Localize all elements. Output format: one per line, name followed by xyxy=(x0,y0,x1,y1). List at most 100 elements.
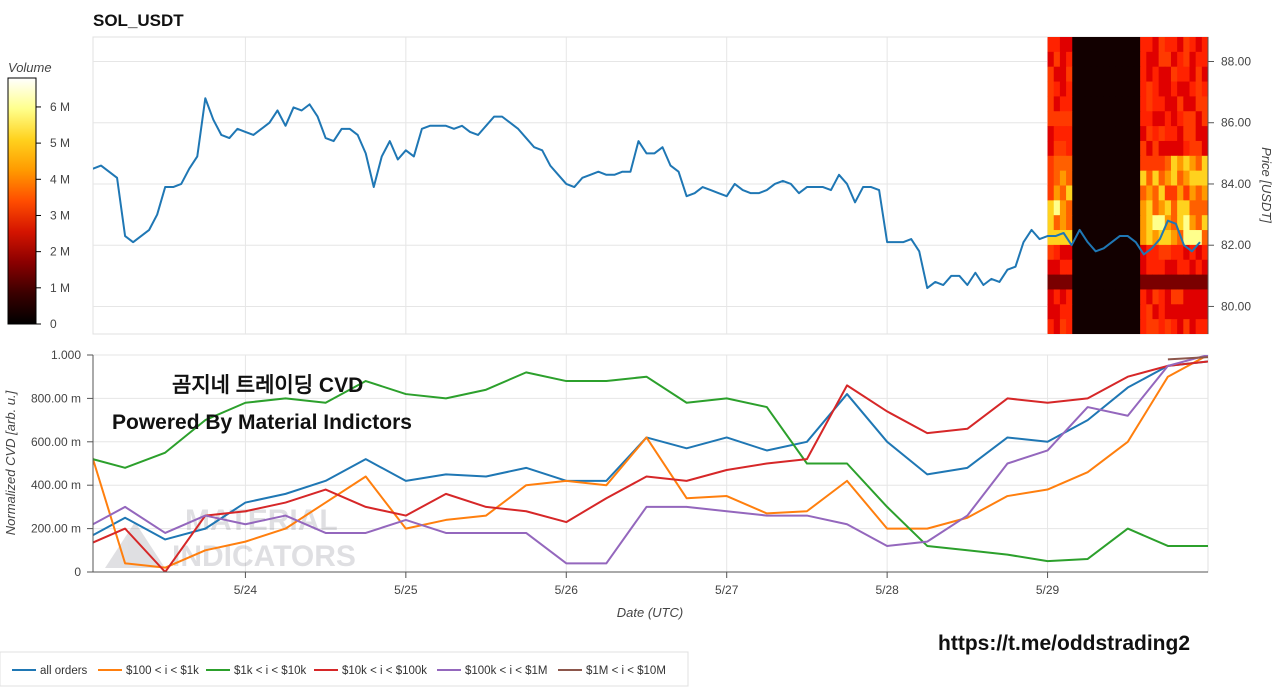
heatmap-cell xyxy=(1121,81,1129,97)
heatmap-cell xyxy=(1090,111,1098,127)
heatmap-cell xyxy=(1133,81,1141,97)
heatmap-cell xyxy=(1053,304,1061,320)
heatmap-cell xyxy=(1059,319,1067,334)
heatmap-cell xyxy=(1047,304,1055,320)
legend-item[interactable]: $10k < i < $100k xyxy=(314,665,427,677)
heatmap-cell xyxy=(1109,37,1116,53)
heatmap-cell xyxy=(1183,319,1190,334)
heatmap-cell xyxy=(1170,289,1178,305)
heatmap-cell xyxy=(1201,37,1208,53)
heatmap-cell xyxy=(1201,111,1208,127)
heatmap-cell xyxy=(1177,170,1184,186)
x-tick-label: 5/28 xyxy=(875,583,899,597)
heatmap-cell xyxy=(1146,111,1153,127)
heatmap-cell xyxy=(1096,66,1104,83)
heatmap-cell xyxy=(1170,304,1178,320)
colorbar-tick-label: 5 M xyxy=(50,136,70,150)
heatmap-cell xyxy=(1189,96,1197,112)
heatmap-cell xyxy=(1164,126,1172,142)
heatmap-cell xyxy=(1201,274,1208,290)
heatmap-cell xyxy=(1140,185,1147,201)
heatmap-cell xyxy=(1189,274,1197,290)
heatmap-cell xyxy=(1121,274,1129,290)
heatmap-cell xyxy=(1201,81,1208,97)
heatmap-cell xyxy=(1152,200,1160,216)
heatmap-cell xyxy=(1158,111,1166,127)
heatmap-cell xyxy=(1109,126,1116,142)
heatmap-cell xyxy=(1170,37,1178,53)
heatmap-cell xyxy=(1183,215,1190,231)
heatmap-cell xyxy=(1103,244,1110,261)
heatmap-cell xyxy=(1047,81,1055,97)
legend-item[interactable]: all orders xyxy=(12,665,88,677)
heatmap-cell xyxy=(1078,126,1086,142)
heatmap-cell xyxy=(1072,185,1079,201)
heatmap-cell xyxy=(1115,185,1123,201)
heatmap-cell xyxy=(1103,200,1110,216)
heatmap-cell xyxy=(1090,155,1098,172)
heatmap-cell xyxy=(1183,304,1190,320)
heatmap-cell xyxy=(1096,274,1104,290)
heatmap-cell xyxy=(1164,215,1172,231)
heatmap-cell xyxy=(1059,170,1067,186)
heatmap-cell xyxy=(1164,51,1172,68)
legend-item[interactable]: $100 < i < $1k xyxy=(98,665,199,677)
heatmap-cell xyxy=(1133,37,1141,53)
heatmap-cell xyxy=(1115,244,1123,261)
heatmap-cell xyxy=(1078,274,1086,290)
cvd-tick-label: 200.00 m xyxy=(31,522,81,536)
legend-label: $100 < i < $1k xyxy=(126,665,199,677)
heatmap-cell xyxy=(1109,170,1116,186)
heatmap-cell xyxy=(1090,244,1098,261)
heatmap-cell xyxy=(1183,185,1190,201)
heatmap-cell xyxy=(1164,244,1172,261)
colorbar-tick-label: 4 M xyxy=(50,172,70,186)
heatmap-cell xyxy=(1090,289,1098,305)
heatmap-cell xyxy=(1053,289,1061,305)
heatmap-cell xyxy=(1133,289,1141,305)
heatmap-cell xyxy=(1152,319,1160,334)
heatmap-cell xyxy=(1096,155,1104,172)
heatmap-cell xyxy=(1084,126,1092,142)
heatmap-cell xyxy=(1078,230,1086,246)
heatmap-cell xyxy=(1047,140,1055,157)
heatmap-cell xyxy=(1189,304,1197,320)
legend-label: $1k < i < $10k xyxy=(234,665,306,677)
cvd-series-line xyxy=(93,355,1208,569)
heatmap-cell xyxy=(1096,319,1104,334)
heatmap-cell xyxy=(1146,230,1153,246)
heatmap-cell xyxy=(1133,170,1141,186)
heatmap-cell xyxy=(1090,81,1098,97)
heatmap-cell xyxy=(1140,215,1147,231)
heatmap-cell xyxy=(1177,185,1184,201)
heatmap-cell xyxy=(1152,140,1160,157)
heatmap-cell xyxy=(1078,319,1086,334)
heatmap-cell xyxy=(1140,170,1147,186)
heatmap-cell xyxy=(1072,215,1079,231)
heatmap-cell xyxy=(1066,304,1073,320)
heatmap-cell xyxy=(1189,81,1197,97)
heatmap-cell xyxy=(1170,200,1178,216)
heatmap-cell xyxy=(1133,126,1141,142)
cvd-axis-label: Normalized CVD [arb. u.] xyxy=(3,390,18,535)
heatmap-cell xyxy=(1127,289,1135,305)
heatmap-cell xyxy=(1047,215,1055,231)
footer-url[interactable]: https://t.me/oddstrading2 xyxy=(938,632,1190,655)
legend-label: $10k < i < $100k xyxy=(342,665,427,677)
cvd-series-line xyxy=(93,371,1208,563)
heatmap-cell xyxy=(1140,289,1147,305)
heatmap-cell xyxy=(1059,215,1067,231)
heatmap-cell xyxy=(1084,230,1092,246)
heatmap-cell xyxy=(1053,200,1061,216)
heatmap-cell xyxy=(1133,319,1141,334)
cvd-series-line xyxy=(93,355,1208,565)
legend-item[interactable]: $1k < i < $10k xyxy=(206,665,306,677)
x-tick-label: 5/24 xyxy=(234,583,258,597)
heatmap-cell xyxy=(1146,200,1153,216)
legend-item[interactable]: $1M < i < $10M xyxy=(558,665,666,677)
price-tick-label: 84.00 xyxy=(1221,177,1251,191)
heatmap-cell xyxy=(1066,259,1073,276)
heatmap-cell xyxy=(1109,51,1116,68)
heatmap-cell xyxy=(1201,230,1208,246)
legend-item[interactable]: $100k < i < $1M xyxy=(437,665,547,677)
